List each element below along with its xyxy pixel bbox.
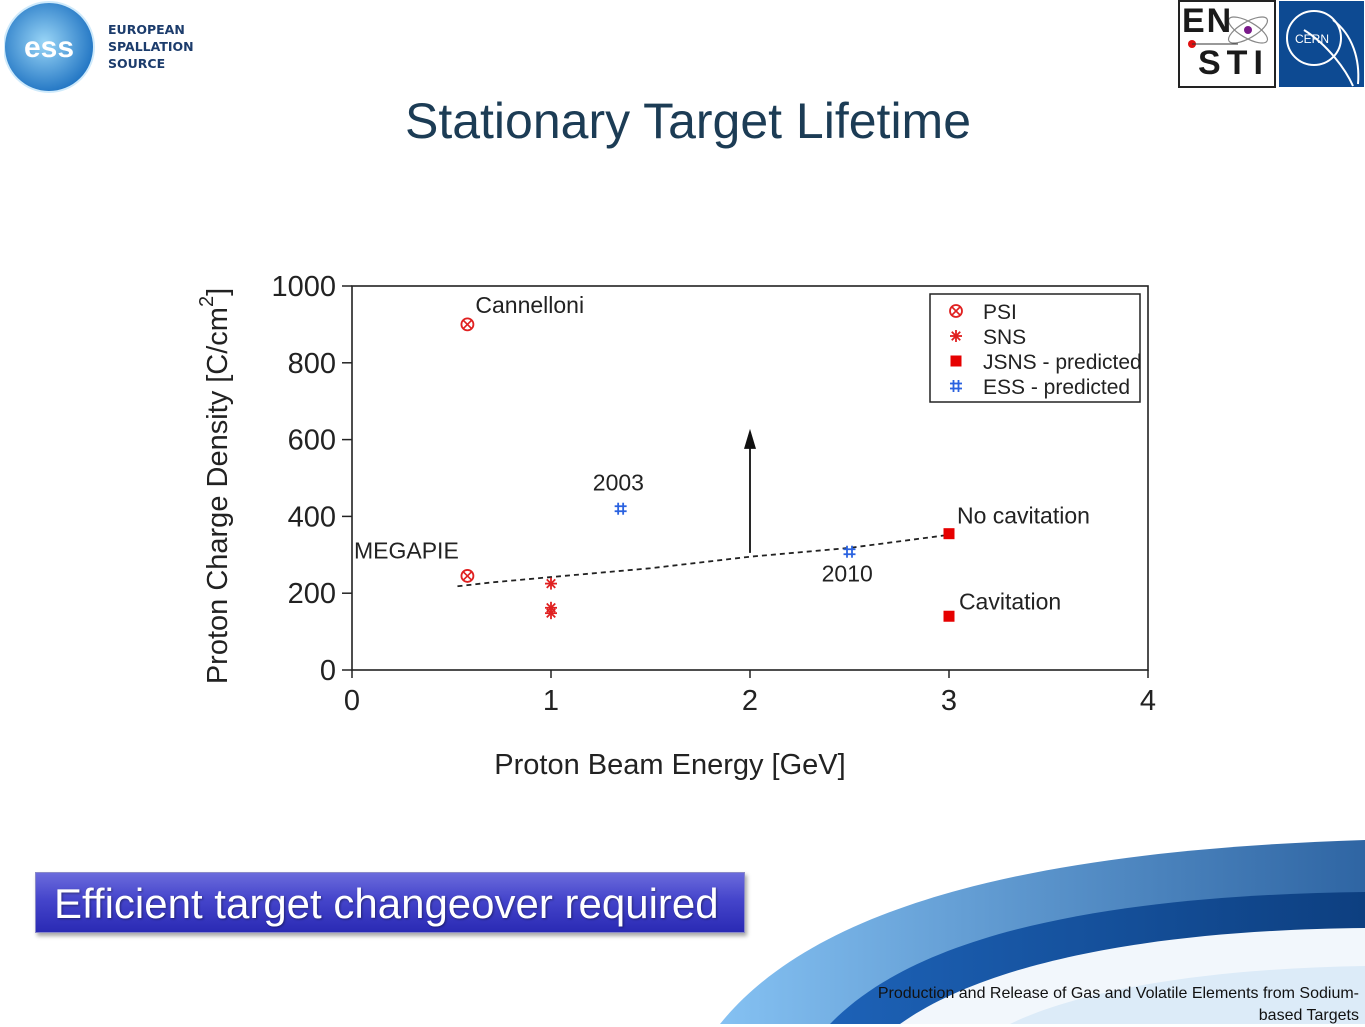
legend-label: SNS [983, 326, 1026, 349]
x-tick-label: 4 [1140, 685, 1156, 717]
logo-line-3: SOURCE [108, 56, 166, 71]
y-tick-label: 600 [288, 425, 336, 457]
legend-marker [950, 355, 962, 367]
annotation-label: No cavitation [957, 502, 1090, 528]
x-tick-label: 2 [742, 685, 758, 717]
legend-label: JSNS - predicted [983, 351, 1142, 374]
logo-line-1: EUROPEAN [108, 22, 185, 37]
logo-line-2: SPALLATION [108, 39, 194, 54]
data-point-circle-x [460, 317, 475, 332]
x-tick-label: 1 [543, 685, 559, 717]
data-point-hash [614, 502, 627, 515]
cern-logos: CERN EN STI [1178, 0, 1365, 88]
x-tick-label: 3 [941, 685, 957, 717]
x-axis-label: Proton Beam Energy [GeV] [494, 749, 845, 781]
footer-line-1: Production and Release of Gas and Volati… [877, 985, 1359, 1002]
ess-logo-icon: ess [3, 1, 95, 93]
footer-citation: Production and Release of Gas and Volati… [759, 983, 1359, 1027]
changeover-callout: Efficient target changeover required [35, 872, 745, 933]
legend-label: PSI [983, 301, 1017, 324]
footer-line-2: based Targets [1258, 1007, 1359, 1024]
annotation-label: Cavitation [959, 588, 1061, 614]
legend-box [929, 293, 1141, 403]
data-point-asterisk [545, 607, 557, 620]
arrow-head [744, 428, 756, 449]
cern-logo-text: CERN [1295, 32, 1329, 46]
annotation-label: 2003 [593, 469, 644, 495]
en-sti-cern-icon: CERN [1178, 0, 1364, 88]
lifetime-chart: 0 1 2 3 4 0 200 400 600 800 1000 Proton Beam Energy… [196, 271, 1156, 781]
y-tick-label: 1000 [271, 271, 336, 303]
annotation-label: MEGAPIE [354, 538, 459, 564]
data-point-square [943, 528, 955, 540]
annotation-label: Cannelloni [475, 292, 584, 318]
page-title: Stationary Target Lifetime [404, 93, 972, 149]
x-tick-label: 0 [344, 685, 360, 717]
en-logo-text: EN [1182, 2, 1234, 40]
y-tick-label: 200 [288, 578, 336, 610]
sti-logo-text: STI [1198, 44, 1269, 82]
ess-logo-mark: ess [24, 31, 74, 64]
data-point-asterisk [545, 577, 557, 590]
data-point-circle-x [460, 569, 475, 583]
legend-marker [949, 304, 963, 318]
legend-marker [950, 330, 962, 342]
legend-marker [950, 380, 962, 392]
y-tick-label: 800 [288, 348, 336, 380]
ess-logo: ess EUROPEAN SPALLATION SOURCE [3, 0, 194, 95]
data-point-hash [843, 545, 856, 558]
y-tick-label: 400 [288, 501, 336, 533]
data-point-square [943, 610, 955, 622]
y-axis-label: Proton Charge Density [C/cm2] [196, 288, 234, 684]
annotation-label: 2010 [822, 561, 873, 587]
trend-line [457, 533, 950, 588]
y-tick-label: 0 [320, 655, 336, 687]
legend-label: ESS - predicted [983, 376, 1130, 399]
